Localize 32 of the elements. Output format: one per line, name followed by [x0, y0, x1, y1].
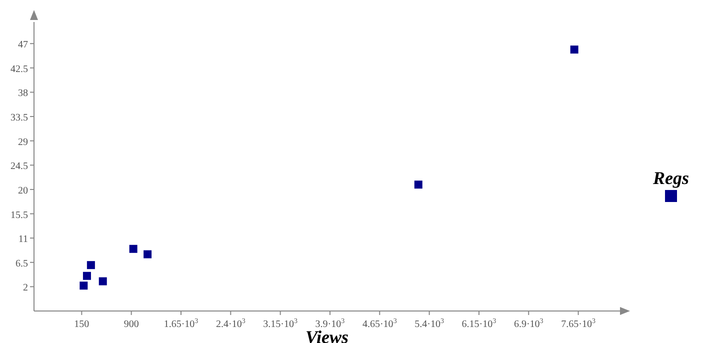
- x-tick-label: 2.4·10$^{3}$: [216, 317, 246, 330]
- x-tick-label: 900: [124, 319, 139, 330]
- y-tick-label: 11: [18, 234, 28, 246]
- point: [98, 277, 107, 286]
- x-tick-label: 6.15·10$^{3}$: [462, 317, 497, 330]
- y-tick-label: 6.5: [16, 258, 28, 270]
- x-tick-label: 4.65·10$^{3}$: [362, 317, 398, 330]
- x-axis-title: Views: [305, 327, 349, 343]
- x-tick-label: 5.4·10$^{3}$: [414, 317, 444, 330]
- x-tick-label: 3.15·10$^{3}$: [263, 317, 298, 330]
- point: [144, 250, 152, 258]
- y-tick-label: 38: [18, 88, 28, 100]
- text: Regs: [653, 168, 689, 189]
- y-tick-label: 29: [18, 136, 28, 148]
- x-tick-label: 150: [74, 319, 90, 330]
- y-tick-label: 24.5: [10, 161, 28, 172]
- x-tick-label: 3.9·10$^{3}$: [315, 317, 346, 330]
- y-tick-label: 33.5: [10, 112, 28, 124]
- y-tick-label: 15.5: [10, 210, 28, 221]
- point: [82, 272, 91, 280]
- x-tick-label: 7.65·10$^{3}$: [561, 317, 596, 330]
- y-tick-label: 20: [18, 185, 28, 196]
- point: [80, 282, 88, 290]
- y-tick-label: 47: [18, 40, 28, 51]
- x-tick-label: 6.9·10$^{3}$: [514, 317, 544, 330]
- point: [414, 180, 422, 189]
- x-tick-label: 1.65·10$^{3}$: [164, 317, 199, 330]
- y-tick-label: 2: [23, 282, 28, 294]
- y-tick-label: 42.5: [10, 64, 28, 75]
- point: [86, 261, 95, 270]
- point: [570, 46, 578, 54]
- point: [129, 244, 138, 253]
